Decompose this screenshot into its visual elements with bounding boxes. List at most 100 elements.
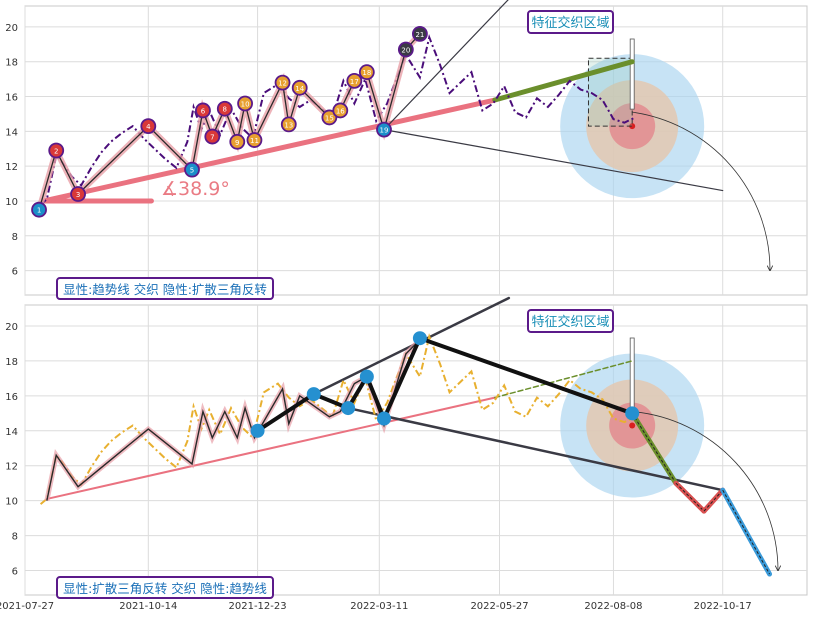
x-tick-label: 2022-03-11 bbox=[350, 601, 408, 612]
y-tick-label: 10 bbox=[5, 497, 18, 508]
pivot-marker bbox=[70, 186, 86, 202]
bottom-pattern-badge: 显性:扩散三角反转 交织 隐性:趋势线 bbox=[56, 576, 274, 599]
support-trendline bbox=[45, 396, 496, 500]
y-tick-label: 20 bbox=[5, 322, 18, 333]
y-tick-label: 6 bbox=[12, 267, 18, 278]
x-tick-label: 2021-10-14 bbox=[119, 601, 177, 612]
pivot-marker-label: 12 bbox=[278, 80, 287, 88]
pivot-marker bbox=[280, 116, 297, 133]
y-tick-label: 10 bbox=[5, 197, 18, 208]
pivot-marker bbox=[291, 79, 308, 96]
pivot-marker-label: 14 bbox=[295, 85, 304, 93]
trendline-projection bbox=[494, 360, 633, 399]
pattern-pivot-marker bbox=[412, 331, 427, 346]
bottom-zone-label: 特征交织区域 bbox=[531, 314, 609, 330]
support-trendline bbox=[41, 97, 498, 204]
x-tick-label: 2022-05-27 bbox=[470, 601, 528, 612]
pattern-pivot-marker bbox=[625, 406, 640, 421]
projection-segment-core bbox=[722, 489, 770, 575]
zone-pointer-bar bbox=[629, 337, 635, 409]
y-tick-label: 18 bbox=[5, 58, 18, 69]
pivot-marker bbox=[412, 25, 428, 42]
pivot-marker-label: 7 bbox=[210, 134, 214, 142]
top-pattern-label: 显性:趋势线 交织 隐性:扩散三角反转 bbox=[63, 282, 267, 297]
top-pattern-badge: 显性:趋势线 交织 隐性:扩散三角反转 bbox=[56, 277, 274, 300]
pivot-marker bbox=[216, 100, 233, 117]
pivot-marker-label: 17 bbox=[350, 78, 359, 86]
pivot-marker bbox=[397, 41, 414, 58]
y-tick-label: 12 bbox=[5, 162, 18, 173]
pivot-marker-label: 3 bbox=[76, 191, 80, 199]
pivot-marker bbox=[140, 118, 157, 135]
zone-projection-arc bbox=[632, 411, 778, 570]
pivot-marker bbox=[195, 102, 211, 119]
pivot-marker bbox=[246, 132, 263, 148]
pattern-pivot-marker bbox=[341, 401, 356, 416]
y-tick-label: 6 bbox=[12, 567, 18, 578]
pivot-marker bbox=[184, 161, 200, 178]
projection-segment bbox=[701, 487, 726, 514]
pivot-marker-label: 9 bbox=[235, 139, 239, 147]
top-zone-badge-box bbox=[527, 10, 614, 34]
pivot-marker-label: 8 bbox=[223, 106, 227, 114]
y-tick-label: 16 bbox=[5, 93, 18, 104]
pivot-marker-label: 15 bbox=[325, 114, 334, 122]
pivot-marker-label: 4 bbox=[146, 123, 151, 131]
top-pattern-badge-box bbox=[56, 277, 274, 300]
pivot-marker-label: 21 bbox=[415, 31, 424, 39]
y-tick-label: 8 bbox=[12, 532, 18, 543]
bottom-zone-badge-box bbox=[527, 309, 614, 333]
triangle-upper-line bbox=[383, 0, 509, 131]
pattern-pivot-marker bbox=[250, 423, 265, 438]
pivot-marker bbox=[358, 64, 375, 81]
y-tick-label: 20 bbox=[5, 23, 18, 34]
pivot-marker-label: 2 bbox=[54, 148, 58, 156]
pivot-marker bbox=[346, 72, 363, 89]
x-tick-label: 2022-08-08 bbox=[584, 601, 642, 612]
top-zone-label: 特征交织区域 bbox=[531, 15, 609, 31]
pattern-pivot-marker bbox=[377, 411, 392, 426]
top-trendlines bbox=[41, 0, 724, 204]
y-tick-label: 16 bbox=[5, 392, 18, 403]
x-tick-label: 2022-10-17 bbox=[694, 601, 752, 612]
bottom-pattern-badge-box bbox=[56, 576, 274, 599]
zone-projection-arc bbox=[632, 111, 770, 270]
top-zone-badge: 特征交织区域 bbox=[527, 10, 614, 34]
pivot-marker bbox=[48, 142, 65, 159]
pivot-marker bbox=[229, 133, 246, 150]
pivot-marker bbox=[321, 109, 338, 126]
projection-segment-core bbox=[675, 482, 705, 512]
x-tick-label: 2021-12-23 bbox=[229, 601, 287, 612]
pivot-marker-label: 18 bbox=[362, 69, 371, 77]
pivot-marker bbox=[237, 95, 253, 112]
pivot-marker-label: 10 bbox=[241, 100, 250, 108]
pivot-marker-label: 5 bbox=[190, 167, 194, 175]
y-tick-label: 18 bbox=[5, 357, 18, 368]
zone-target-dot bbox=[629, 123, 636, 130]
angle-label: ∡38.9° bbox=[161, 178, 230, 200]
pattern-pivot-marker bbox=[306, 387, 321, 402]
bottom-pattern-label: 显性:扩散三角反转 交织 隐性:趋势线 bbox=[63, 581, 267, 596]
pivot-marker-label: 16 bbox=[336, 107, 345, 115]
x-tick-label: 2021-07-27 bbox=[0, 601, 54, 612]
pivot-marker bbox=[204, 128, 221, 145]
pivot-marker-label: 6 bbox=[201, 107, 206, 115]
triangle-lower-line bbox=[346, 406, 724, 492]
trendline-projection bbox=[492, 59, 635, 103]
pivot-marker-label: 19 bbox=[380, 127, 389, 135]
pivot-marker-label: 20 bbox=[401, 47, 410, 55]
y-tick-label: 12 bbox=[5, 462, 18, 473]
bottom-pattern-pivots bbox=[250, 331, 773, 577]
bottom-y-tick-labels: 6 8 10 12 14 16 18 20 bbox=[5, 322, 18, 578]
pivot-marker bbox=[274, 74, 291, 91]
pivot-marker-label: 13 bbox=[284, 121, 293, 129]
pattern-pivot-marker bbox=[359, 369, 374, 384]
x-tick-labels: 2021-07-27 2021-10-14 2021-12-23 2022-03-11… bbox=[0, 601, 752, 612]
triangle-lower-line bbox=[383, 129, 724, 192]
projection-segment-core bbox=[631, 413, 677, 484]
